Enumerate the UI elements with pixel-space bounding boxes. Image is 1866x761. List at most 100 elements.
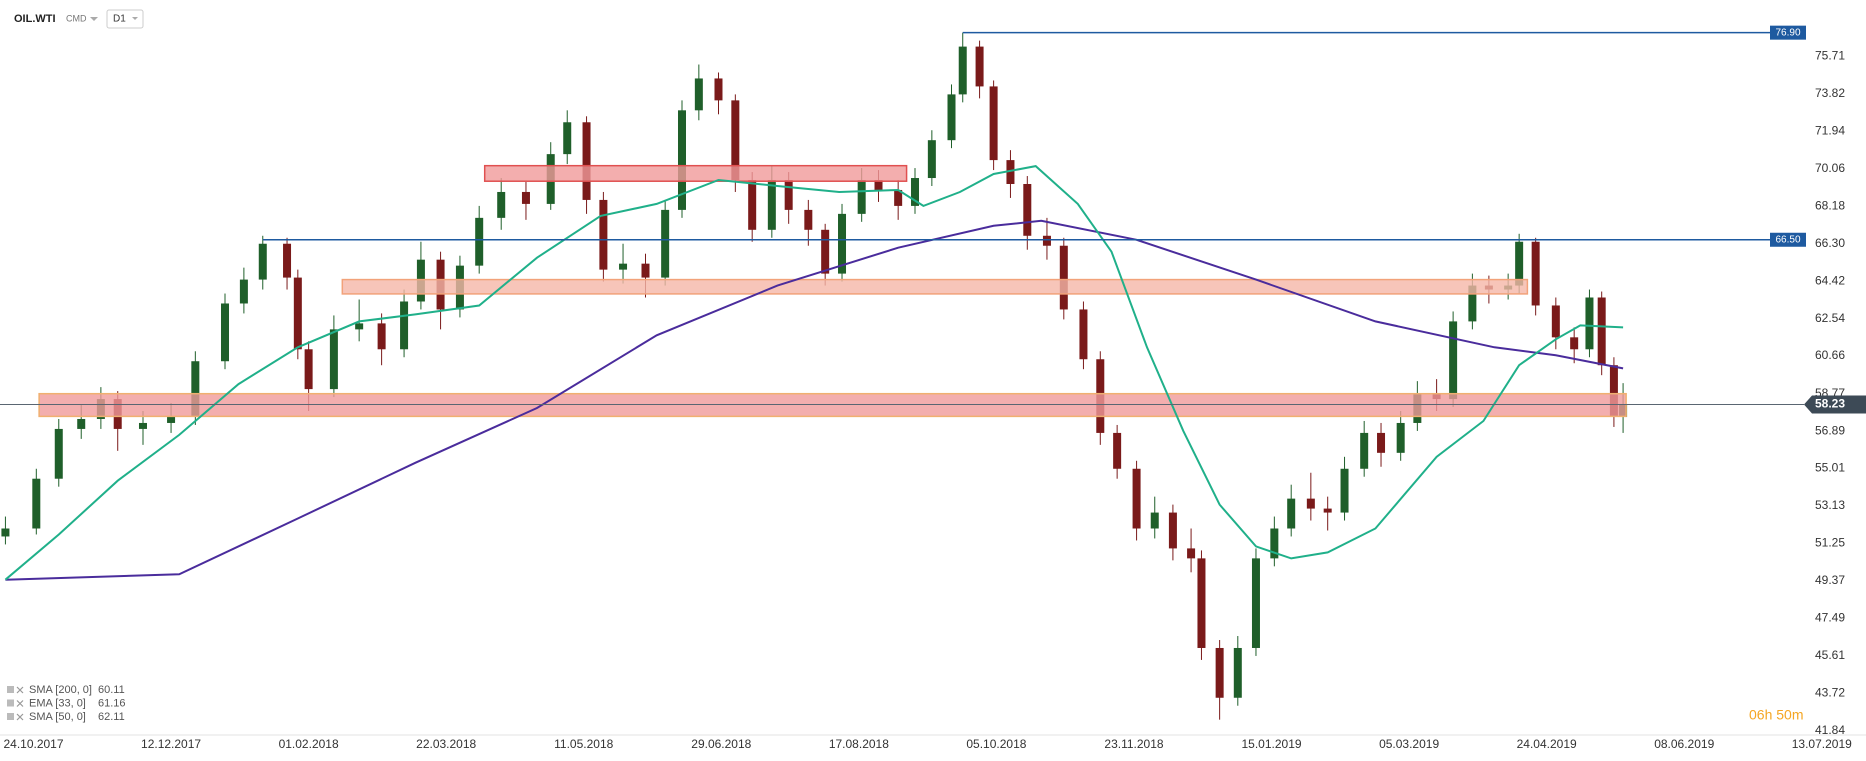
candle-body [1215,647,1224,698]
plot-area [1,32,1628,720]
x-tick-label: 17.08.2018 [829,737,889,751]
candle-body [1360,432,1369,469]
candle-body [1168,512,1177,549]
candle-body [641,263,650,278]
y-tick-label: 41.84 [1815,723,1845,737]
dropdown-arrow[interactable] [90,17,98,21]
legend-label: SMA [200, 0] [29,684,92,696]
candle-body [894,189,903,206]
x-tick-label: 29.06.2018 [691,737,751,751]
legend-value: 62.11 [98,711,125,723]
indicator-line [4,165,1624,581]
x-tick-label: 12.12.2017 [141,737,201,751]
y-tick-label: 55.01 [1815,461,1845,475]
timeframe-box[interactable] [106,9,144,29]
candle-body [1585,297,1594,350]
x-tick-label: 24.10.2017 [3,737,63,751]
candle-body [475,217,484,266]
y-tick-label: 73.82 [1815,86,1845,100]
candle-body [1609,365,1618,417]
candle-body [521,191,530,204]
candle-body [714,78,723,101]
candle-body [677,110,686,210]
candle-body [767,180,776,230]
candle-body [731,100,740,181]
candle-body [1233,647,1242,698]
x-tick-label: 01.02.2018 [279,737,339,751]
candle-body [1287,498,1296,529]
candle-body [804,209,813,230]
market: CMD [66,13,87,23]
legend-value: 60.11 [98,684,125,696]
legend-label: EMA [33, 0] [29,697,86,709]
y-tick-label: 71.94 [1815,124,1845,138]
candle-body [1570,337,1579,350]
candle-body [1042,235,1051,246]
candle-body [1023,183,1032,236]
candle-body [167,416,176,423]
candle-body [54,428,63,479]
countdown: 06h 50m [1749,707,1803,723]
y-tick-label: 43.72 [1815,686,1845,700]
y-tick-label: 66.30 [1815,236,1845,250]
x-tick-label: 05.03.2019 [1379,737,1439,751]
y-tick-label: 47.49 [1815,610,1845,624]
legend-icon [7,686,14,693]
y-tick-label: 53.13 [1815,498,1845,512]
y-tick-label: 68.18 [1815,198,1845,212]
overlay: 41.84 43.72 45.61 47.49 49.37 51.25 53.13 55.01… [0,25,1866,751]
candle-body [191,361,200,417]
candle-body [821,229,830,274]
candle-body [1468,285,1477,322]
candle-body [32,478,41,529]
y-tick-label: 51.25 [1815,536,1845,550]
candle-body [927,140,936,179]
level-tag [1770,25,1806,40]
candle-body [1006,160,1015,184]
candle-body [400,301,409,350]
y-tick-label: 60.66 [1815,348,1845,362]
candle-body [138,422,147,429]
level-tag [1770,232,1806,247]
y-tick-label: 64.42 [1815,273,1845,287]
y-tick-label: 49.37 [1815,573,1845,587]
candle-body [1,528,10,537]
legend-value: 61.16 [98,697,126,709]
y-tick-label: 56.89 [1815,423,1845,437]
last-price-label: 58.23 [1815,397,1845,411]
candle-body [563,122,572,155]
legend-icon [7,713,14,720]
candle-body [283,243,292,278]
legend: SMA [200, 0] 60.11 EMA [33, 0] 61.16 SMA [50… [7,684,126,723]
candle-body [1377,432,1386,453]
x-tick-label: 05.10.2018 [966,737,1026,751]
candle-body [784,180,793,210]
candle-body [239,279,248,304]
candle-body [1132,468,1141,529]
candle-body [1449,321,1458,400]
legend-icon [7,699,14,707]
timeframe[interactable]: D1 [113,14,126,25]
x-tick-label: 22.03.2018 [416,737,476,751]
candle-body [1187,548,1196,559]
candle-body [989,86,998,161]
dropdown-arrow[interactable] [132,17,138,20]
y-tick-label: 70.06 [1815,161,1845,175]
candle-body [1323,508,1332,513]
y-tick-label: 75.71 [1815,49,1845,63]
level-label: 76.90 [1775,27,1800,38]
candle-body [293,277,302,350]
candle-body [377,323,386,350]
candle-body [1531,241,1540,306]
candle-body [694,78,703,111]
x-tick-label: 11.05.2018 [554,737,613,751]
candle-body [355,323,364,330]
candle-body [874,180,883,190]
candle-body [221,303,230,362]
candle-body [497,191,506,218]
candle-body [1059,245,1068,310]
symbol[interactable]: OIL.WTI [14,13,56,25]
x-tick-label: 23.11.2018 [1104,737,1163,751]
zone [483,164,908,182]
